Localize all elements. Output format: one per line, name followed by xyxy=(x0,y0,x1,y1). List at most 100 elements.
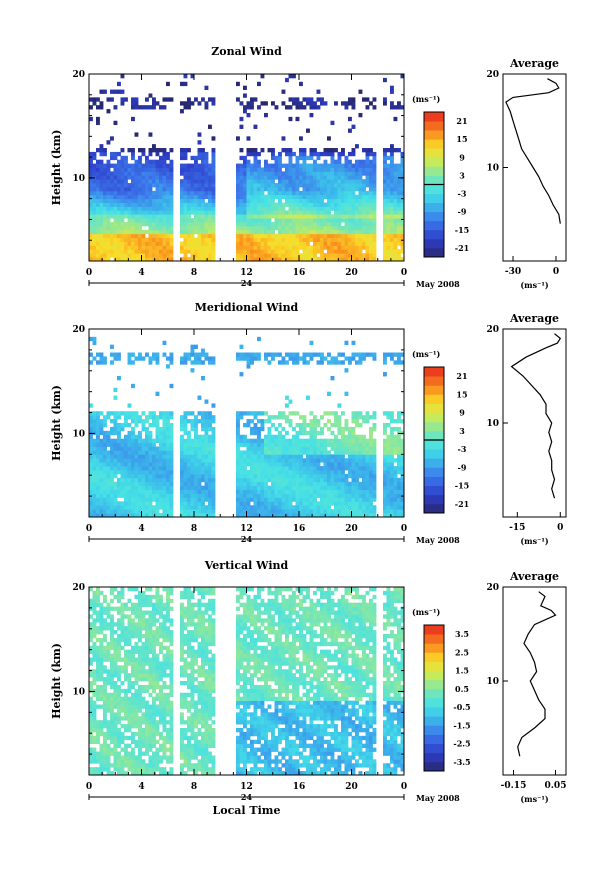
panel-title: Zonal Wind xyxy=(211,45,282,58)
heatmap-cell xyxy=(236,434,240,440)
heatmap-cell xyxy=(96,360,100,365)
heatmap-cell xyxy=(89,645,93,651)
heatmap-cell xyxy=(351,473,356,479)
heatmap-cell xyxy=(299,513,303,518)
heatmap-cell xyxy=(197,462,202,467)
heatmap-cell xyxy=(386,171,391,176)
heatmap-cell xyxy=(246,198,251,203)
heatmap-cell xyxy=(320,430,324,436)
heatmap-cell xyxy=(365,481,370,487)
heatmap-cell xyxy=(127,190,132,196)
heatmap-cell xyxy=(264,167,268,172)
heatmap-cell xyxy=(390,446,394,451)
heatmap-cell xyxy=(236,237,240,242)
heatmap-cell xyxy=(383,167,387,172)
heatmap-cell xyxy=(337,229,342,235)
heatmap-cell xyxy=(96,669,100,674)
heatmap-cell xyxy=(264,485,268,490)
heatmap-cell xyxy=(306,509,310,514)
heatmap-cell xyxy=(330,489,335,494)
heatmap-cell xyxy=(344,434,349,440)
heatmap-cell xyxy=(208,124,212,129)
heatmap-cell xyxy=(323,214,328,219)
heatmap-cell xyxy=(243,356,247,361)
heatmap-cell xyxy=(120,218,125,223)
heatmap-cell xyxy=(316,249,321,254)
heatmap-cell xyxy=(106,735,111,741)
heatmap-cell xyxy=(246,218,251,223)
heatmap-cell xyxy=(316,183,321,188)
heatmap-cell xyxy=(99,352,104,357)
heatmap-cell xyxy=(390,214,394,219)
heatmap-cell xyxy=(393,245,398,250)
heatmap-cell xyxy=(124,513,128,518)
heatmap-cell xyxy=(201,497,205,502)
heatmap-cell xyxy=(134,505,139,510)
heatmap-cell xyxy=(306,179,310,184)
heatmap-cell xyxy=(393,175,398,180)
heatmap-cell xyxy=(148,411,153,416)
heatmap-cell xyxy=(99,442,104,447)
heatmap-cell xyxy=(169,222,174,227)
heatmap-cell xyxy=(113,171,118,176)
heatmap-cell xyxy=(344,249,349,254)
heatmap-cell xyxy=(292,470,296,475)
heatmap-cell xyxy=(285,148,289,153)
heatmap-cell xyxy=(190,225,195,231)
heatmap-cell xyxy=(369,450,373,455)
heatmap-cell xyxy=(201,241,205,246)
heatmap-cell xyxy=(278,159,282,165)
heatmap-cell xyxy=(103,626,107,631)
heatmap-cell xyxy=(113,594,118,600)
heatmap-cell xyxy=(393,485,398,490)
heatmap-cell xyxy=(309,426,314,432)
heatmap-cell xyxy=(169,206,174,211)
heatmap-cell xyxy=(334,241,338,246)
heatmap-cell xyxy=(327,352,331,357)
heatmap-cell xyxy=(327,481,331,487)
heatmap-cell xyxy=(288,509,293,514)
heatmap-cell xyxy=(372,257,377,262)
heatmap-cell xyxy=(190,257,195,262)
heatmap-cell xyxy=(337,458,342,463)
heatmap-cell xyxy=(264,493,268,498)
heatmap-cell xyxy=(211,97,216,102)
heatmap-cell xyxy=(278,167,282,172)
heatmap-cell xyxy=(211,218,216,223)
heatmap-cell xyxy=(397,171,401,176)
heatmap-cell xyxy=(159,249,163,254)
heatmap-cell xyxy=(131,183,135,188)
heatmap-cell xyxy=(236,442,240,447)
heatmap-cell xyxy=(187,434,191,440)
heatmap-cell xyxy=(260,485,265,490)
heatmap-cell xyxy=(103,645,107,651)
heatmap-cell xyxy=(316,237,321,242)
heatmap-cell xyxy=(260,442,265,447)
heatmap-cell xyxy=(201,194,205,200)
heatmap-cell xyxy=(309,470,314,475)
heatmap-cell xyxy=(180,101,184,106)
heatmap-cell xyxy=(131,233,135,239)
heatmap-cell xyxy=(120,210,125,215)
heatmap-cell xyxy=(260,229,265,235)
heatmap-cell xyxy=(271,253,275,258)
heatmap-cell xyxy=(204,426,209,432)
heatmap-cell xyxy=(113,641,118,647)
heatmap-cell xyxy=(145,222,149,227)
heatmap-cell xyxy=(187,352,191,357)
heatmap-cell xyxy=(309,218,314,223)
heatmap-cell xyxy=(295,101,300,106)
heatmap-cell xyxy=(113,411,118,416)
heatmap-cell xyxy=(390,218,394,223)
heatmap-cell xyxy=(211,148,216,153)
heatmap-cell xyxy=(162,206,167,211)
heatmap-cell xyxy=(110,665,114,670)
heatmap-cell xyxy=(320,477,324,483)
heatmap-cell xyxy=(358,446,363,451)
heatmap-cell xyxy=(390,419,394,424)
heatmap-cell xyxy=(131,97,135,102)
heatmap-cell xyxy=(302,423,307,428)
heatmap-cell xyxy=(390,198,394,203)
heatmap-cell xyxy=(113,151,118,157)
